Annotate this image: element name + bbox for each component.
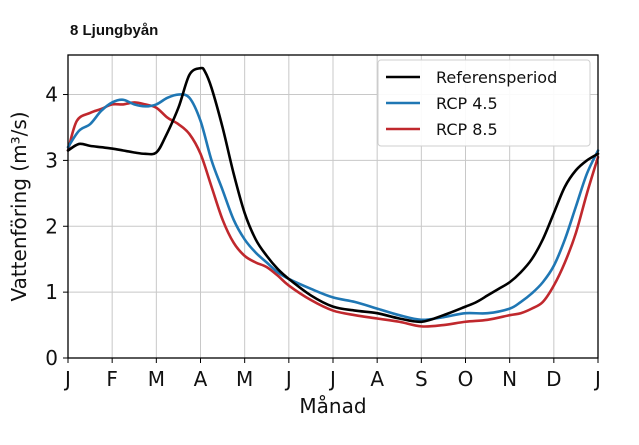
x-tick-label: A [194,367,208,391]
legend-label: Referensperiod [436,68,557,87]
series-lines [66,66,600,328]
x-tick-label: J [328,367,336,391]
x-tick-label: J [63,367,71,391]
y-axis-label: Vattenföring (m³/s) [7,111,31,301]
x-tick-label: M [148,367,165,391]
x-tick-label: N [502,367,517,391]
x-tick-label: J [593,367,601,391]
series-line-rcp-4-5 [66,93,600,322]
y-tick-label: 4 [45,83,58,107]
x-tick-label: S [415,367,428,391]
x-tick-label: J [284,367,292,391]
y-tick-label: 3 [45,148,58,172]
x-tick-label: F [106,367,118,391]
legend-box [377,59,591,147]
y-tick-label: 1 [45,280,58,304]
y-tick-label: 0 [45,346,58,370]
series-line-referensperiod [66,66,600,324]
y-tick-label: 2 [45,214,58,238]
x-axis-label: Månad [299,394,366,418]
x-tick-label: A [370,367,384,391]
x-tick-label: O [458,367,474,391]
x-tick-label: M [236,367,253,391]
legend-label: RCP 4.5 [436,94,498,113]
series-line-rcp-8-5 [66,101,600,328]
legend: Referensperiod RCP 4.5 RCP 8.5 [377,59,591,147]
legend-label: RCP 8.5 [436,120,498,139]
x-tick-label: D [546,367,561,391]
chart-title: 8 Ljungbyån [70,22,159,39]
